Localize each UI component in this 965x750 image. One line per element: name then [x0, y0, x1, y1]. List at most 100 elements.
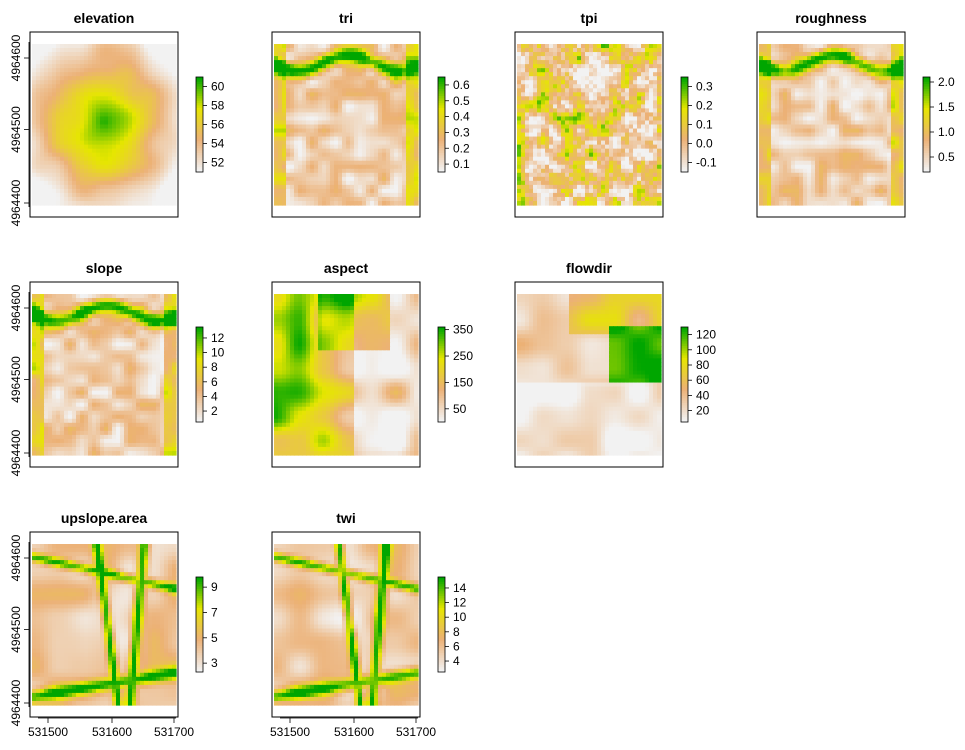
legend-swatch: [196, 129, 203, 133]
raster-cell: [553, 116, 558, 122]
raster-cell: [108, 64, 113, 69]
raster-cell: [100, 96, 105, 101]
raster-cell: [72, 48, 77, 53]
raster-cell: [64, 112, 69, 118]
raster-cell: [278, 76, 283, 81]
raster-cell: [282, 120, 287, 126]
raster-cell: [282, 172, 287, 178]
raster-cell: [621, 156, 626, 162]
raster-cell: [569, 172, 574, 178]
raster-cell: [346, 192, 351, 198]
raster-cell: [625, 152, 630, 158]
raster-cell: [617, 48, 622, 53]
raster-cell: [136, 48, 141, 53]
raster-cell: [310, 92, 315, 97]
raster-cell: [76, 44, 81, 49]
raster-cell: [406, 136, 411, 142]
raster-cell: [116, 168, 121, 174]
raster-cell: [350, 188, 355, 194]
raster-cell: [68, 80, 73, 85]
raster-cell: [370, 80, 375, 85]
raster-cell: [565, 124, 570, 130]
raster-cell: [657, 52, 662, 57]
raster-cell: [76, 180, 81, 186]
raster-cell: [561, 188, 566, 194]
raster-cell: [573, 68, 578, 73]
raster-cell: [108, 108, 113, 114]
raster-cell: [112, 176, 117, 182]
raster-cell: [378, 168, 383, 174]
raster-cell: [589, 140, 594, 146]
raster-cell: [318, 168, 323, 174]
raster-cell: [80, 160, 85, 166]
raster-cell: [641, 124, 646, 130]
raster-cell: [561, 108, 566, 114]
raster-cell: [775, 52, 780, 57]
raster-cell: [326, 176, 331, 182]
raster-cell: [517, 172, 522, 178]
raster-cell: [653, 52, 658, 57]
raster-cell: [529, 176, 534, 182]
raster-cell: [80, 76, 85, 81]
raster-cell: [402, 84, 407, 89]
raster-cell: [342, 116, 347, 122]
raster-cell: [88, 120, 93, 126]
raster-cell: [625, 188, 630, 194]
raster-cell: [653, 164, 658, 170]
raster-cell: [366, 176, 371, 182]
raster-cell: [52, 56, 57, 61]
raster-cell: [402, 76, 407, 81]
raster-cell: [597, 60, 602, 65]
raster-cell: [601, 136, 606, 142]
raster-cell: [290, 108, 295, 114]
raster-cell: [136, 84, 141, 89]
raster-cell: [553, 200, 558, 206]
raster-cell: [867, 68, 872, 73]
raster-cell: [617, 56, 622, 61]
raster-cell: [370, 136, 375, 142]
raster-cell: [298, 156, 303, 162]
legend-swatch: [196, 141, 203, 145]
raster-cell: [44, 56, 49, 61]
raster-cell: [128, 76, 133, 81]
raster-cell: [406, 188, 411, 194]
raster-cell: [278, 92, 283, 97]
legend-swatch: [438, 79, 445, 83]
raster-cell: [859, 44, 864, 49]
raster-cell: [152, 172, 157, 178]
raster-cell: [370, 68, 375, 73]
raster-cell: [613, 76, 618, 81]
raster-cell: [290, 52, 295, 57]
raster-cell: [601, 60, 606, 65]
legend-swatch: [196, 86, 203, 90]
raster-cell: [52, 60, 57, 65]
raster-cell: [573, 188, 578, 194]
raster-cell: [64, 180, 69, 186]
raster-cell: [128, 52, 133, 57]
raster-cell: [585, 156, 590, 162]
raster-cell: [839, 80, 844, 85]
raster-cell: [338, 52, 343, 57]
legend-swatch: [196, 143, 203, 147]
raster-cell: [625, 64, 630, 69]
raster-cell: [32, 196, 37, 202]
raster-cell: [52, 168, 57, 174]
raster-cell: [92, 92, 97, 97]
raster-cell: [326, 112, 331, 118]
raster-cell: [601, 44, 606, 49]
raster-cell: [294, 84, 299, 89]
raster-cell: [573, 72, 578, 77]
raster-cell: [108, 84, 113, 89]
legend-swatch: [681, 155, 688, 159]
raster-cell: [791, 44, 796, 49]
raster-cell: [116, 68, 121, 73]
raster-cell: [306, 60, 311, 65]
raster-cell: [605, 68, 610, 73]
raster-cell: [414, 180, 419, 186]
raster-cell: [52, 140, 57, 146]
raster-cell: [887, 92, 892, 97]
raster-cell: [529, 80, 534, 85]
raster-cell: [358, 84, 363, 89]
raster-cell: [286, 96, 291, 101]
raster-cell: [44, 132, 49, 138]
